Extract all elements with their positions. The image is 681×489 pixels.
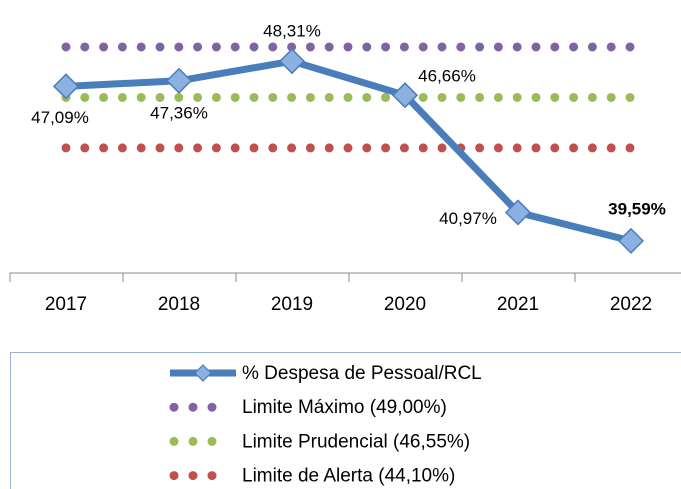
legend-label: Limite Máximo (49,00%) (242, 397, 447, 418)
data-label: 39,59% (608, 199, 666, 218)
data-label: 47,09% (31, 108, 89, 127)
data-label: 40,97% (439, 209, 497, 228)
data-label: 47,36% (150, 103, 208, 122)
legend-label: Limite de Alerta (44,10%) (242, 466, 455, 487)
legend-marker (194, 364, 212, 382)
data-marker (617, 227, 645, 254)
x-tick-label: 2019 (271, 294, 313, 315)
x-tick-label: 2017 (45, 294, 87, 315)
data-marker (278, 48, 306, 75)
x-tick-label: 2022 (610, 294, 652, 315)
data-label: 48,31% (263, 22, 321, 41)
x-tick-label: 2020 (384, 294, 426, 315)
data-marker (504, 199, 532, 226)
data-label: 46,66% (418, 67, 476, 86)
data-marker (165, 67, 193, 94)
x-tick-label: 2021 (497, 294, 539, 315)
legend-label: Limite Prudencial (46,55%) (242, 431, 470, 452)
x-tick-label: 2018 (158, 294, 200, 315)
legend-label: % Despesa de Pessoal/RCL (242, 363, 482, 384)
data-line (65, 57, 632, 245)
legend-box (10, 352, 681, 489)
data-marker (391, 82, 419, 109)
data-marker (52, 73, 80, 100)
